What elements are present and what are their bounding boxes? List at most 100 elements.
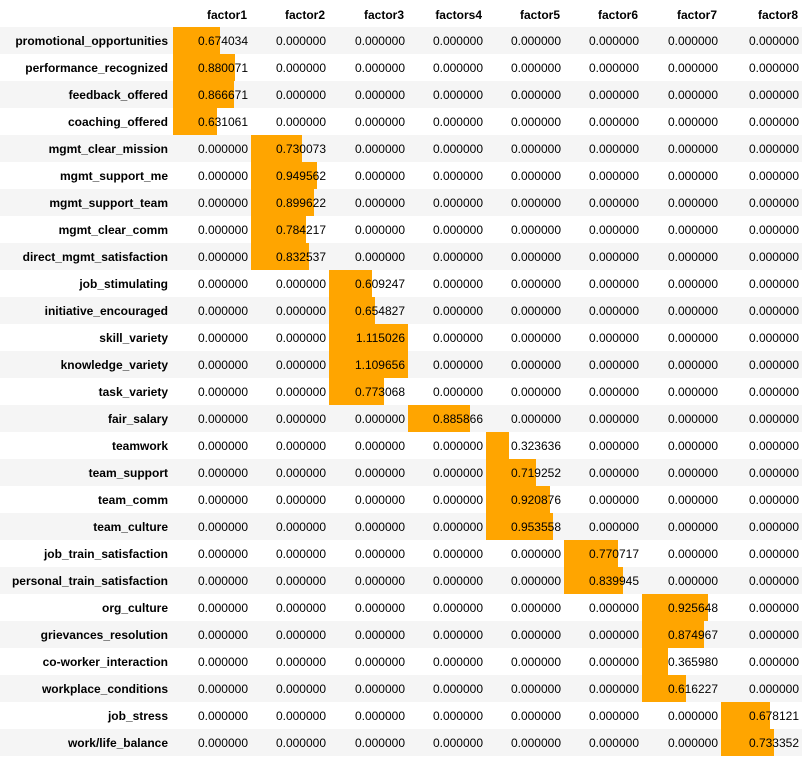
table-cell: 0.000000 bbox=[642, 108, 721, 135]
cell-value: 0.000000 bbox=[275, 60, 326, 75]
row-label: teamwork bbox=[111, 438, 168, 453]
table-cell: 0.000000 bbox=[329, 459, 408, 486]
table-cell: 0.000000 bbox=[486, 378, 564, 405]
table-cell: 0.000000 bbox=[408, 513, 486, 540]
cell-value: 0.000000 bbox=[588, 627, 639, 642]
cell-value: 0.000000 bbox=[748, 168, 799, 183]
table-cell: 0.000000 bbox=[721, 297, 802, 324]
cell-value: 0.000000 bbox=[354, 492, 405, 507]
row-label: co-worker_interaction bbox=[42, 654, 168, 669]
cell-value: 0.000000 bbox=[748, 60, 799, 75]
table-cell: 0.000000 bbox=[642, 189, 721, 216]
cell-value: 0.000000 bbox=[510, 87, 561, 102]
table-cell: 0.000000 bbox=[564, 486, 642, 513]
value-bar bbox=[329, 351, 408, 378]
table-cell: 0.000000 bbox=[486, 567, 564, 594]
cell-value: 0.000000 bbox=[197, 249, 248, 264]
table-row: teamwork 0.000000 0.000000 0.000000 0.000000… bbox=[0, 432, 802, 459]
table-cell: 0.733352 bbox=[721, 729, 802, 756]
table-row: team_comm 0.000000 0.000000 0.000000 0.00000… bbox=[0, 486, 802, 513]
table-cell: 0.000000 bbox=[564, 135, 642, 162]
table-cell: 0.654827 bbox=[329, 297, 408, 324]
cell-value: 0.000000 bbox=[667, 195, 718, 210]
cell-value: 0.000000 bbox=[588, 114, 639, 129]
cell-value: 0.000000 bbox=[432, 357, 483, 372]
cell-value: 0.000000 bbox=[748, 222, 799, 237]
row-label: team_culture bbox=[93, 519, 168, 534]
table-cell: 0.000000 bbox=[251, 567, 329, 594]
table-cell: 0.773068 bbox=[329, 378, 408, 405]
table-cell: 0.000000 bbox=[721, 486, 802, 513]
cell-value: 0.000000 bbox=[275, 357, 326, 372]
cell-value: 0.000000 bbox=[667, 33, 718, 48]
table-cell: 0.000000 bbox=[564, 648, 642, 675]
table-cell: 0.000000 bbox=[721, 378, 802, 405]
table-cell: 0.000000 bbox=[173, 270, 251, 297]
table-cell: 0.000000 bbox=[251, 324, 329, 351]
cell-value: 0.000000 bbox=[588, 33, 639, 48]
table-cell: 0.000000 bbox=[408, 270, 486, 297]
cell-value: 0.000000 bbox=[748, 384, 799, 399]
table-cell: 0.000000 bbox=[486, 621, 564, 648]
row-label: personal_train_satisfaction bbox=[11, 573, 168, 588]
table-cell: 0.000000 bbox=[642, 270, 721, 297]
table-cell: 0.616227 bbox=[642, 675, 721, 702]
value-bar bbox=[329, 324, 408, 351]
table-cell: 0.000000 bbox=[408, 81, 486, 108]
table-cell: 0.000000 bbox=[173, 513, 251, 540]
table-cell: 0.000000 bbox=[251, 648, 329, 675]
value-bar bbox=[564, 567, 623, 594]
table-cell: 0.000000 bbox=[408, 297, 486, 324]
cell-value: 0.000000 bbox=[748, 87, 799, 102]
cell-value: 0.323636 bbox=[510, 438, 561, 453]
row-label: feedback_offered bbox=[68, 87, 168, 102]
cell-value: 0.000000 bbox=[588, 168, 639, 183]
cell-value: 0.000000 bbox=[588, 492, 639, 507]
table-cell: 0.000000 bbox=[564, 594, 642, 621]
cell-value: 0.000000 bbox=[432, 303, 483, 318]
cell-value: 0.365980 bbox=[667, 654, 718, 669]
table-row: job_stimulating 0.000000 0.000000 0.609247 0… bbox=[0, 270, 802, 297]
cell-value: 0.000000 bbox=[748, 627, 799, 642]
cell-value: 0.000000 bbox=[432, 681, 483, 696]
cell-value: 0.000000 bbox=[432, 735, 483, 750]
table-row: task_variety 0.000000 0.000000 0.773068 0.00… bbox=[0, 378, 802, 405]
cell-value: 0.000000 bbox=[197, 303, 248, 318]
cell-value: 0.000000 bbox=[510, 276, 561, 291]
cell-value: 0.000000 bbox=[588, 330, 639, 345]
table-cell: 0.000000 bbox=[251, 594, 329, 621]
table-row: fair_salary 0.000000 0.000000 0.000000 0.885… bbox=[0, 405, 802, 432]
table-cell: 0.000000 bbox=[486, 729, 564, 756]
table-cell: 0.000000 bbox=[408, 351, 486, 378]
cell-value: 0.000000 bbox=[748, 546, 799, 561]
row-label: workplace_conditions bbox=[41, 681, 168, 696]
cell-value: 0.000000 bbox=[588, 600, 639, 615]
table-cell: 0.000000 bbox=[408, 162, 486, 189]
cell-value: 0.000000 bbox=[748, 303, 799, 318]
cell-value: 0.000000 bbox=[275, 87, 326, 102]
cell-value: 0.000000 bbox=[667, 492, 718, 507]
value-bar bbox=[251, 162, 318, 189]
cell-value: 0.000000 bbox=[197, 735, 248, 750]
cell-value: 0.000000 bbox=[748, 33, 799, 48]
cell-value: 0.000000 bbox=[197, 222, 248, 237]
row-label: team_comm bbox=[97, 492, 168, 507]
cell-value: 0.000000 bbox=[354, 654, 405, 669]
table-cell: 0.000000 bbox=[721, 270, 802, 297]
cell-value: 1.115026 bbox=[355, 330, 405, 345]
table-cell: 0.000000 bbox=[173, 351, 251, 378]
cell-value: 0.000000 bbox=[510, 303, 561, 318]
table-cell: 0.000000 bbox=[721, 243, 802, 270]
cell-value: 0.000000 bbox=[748, 573, 799, 588]
cell-value: 0.000000 bbox=[432, 87, 483, 102]
table-cell: 0.000000 bbox=[408, 648, 486, 675]
column-header: factor5 bbox=[486, 0, 564, 27]
cell-value: 0.000000 bbox=[275, 384, 326, 399]
table-cell: 0.000000 bbox=[408, 432, 486, 459]
cell-value: 0.000000 bbox=[510, 600, 561, 615]
table-cell: 0.874967 bbox=[642, 621, 721, 648]
cell-value: 0.000000 bbox=[510, 60, 561, 75]
table-cell: 0.000000 bbox=[642, 378, 721, 405]
cell-value: 0.000000 bbox=[275, 330, 326, 345]
cell-value: 0.000000 bbox=[588, 681, 639, 696]
